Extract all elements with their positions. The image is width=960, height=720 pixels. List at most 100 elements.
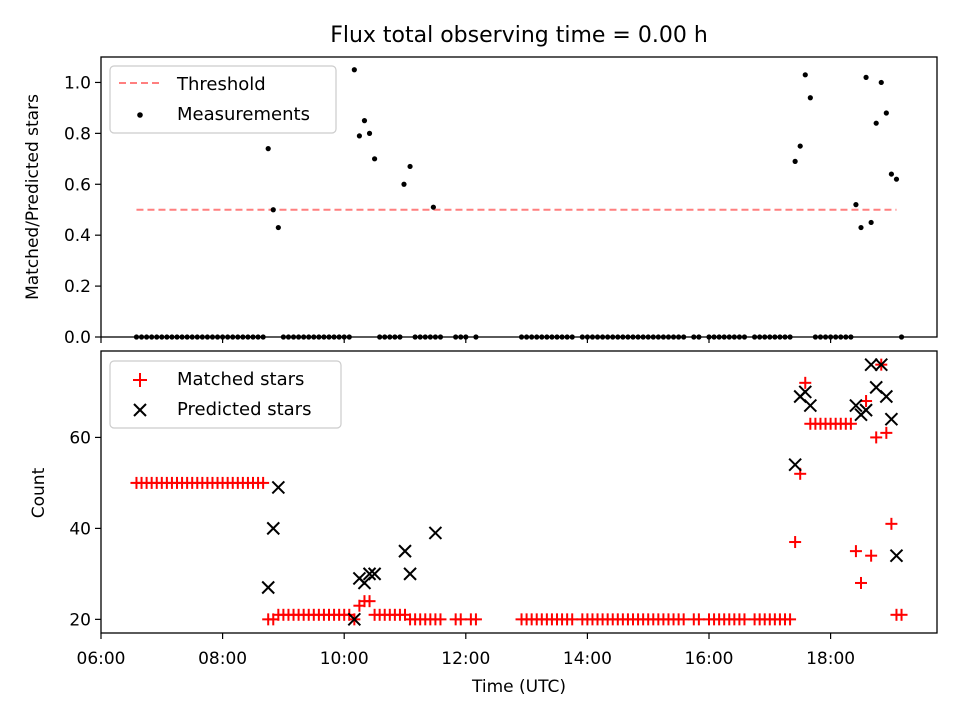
- measurement-point: [270, 207, 276, 213]
- measurement-point: [858, 224, 864, 231]
- count-panel: 20 40 60 06:00 08:00 10:00 12:00 14:00 16:00 18:…: [29, 337, 938, 697]
- measurement-point: [863, 74, 869, 80]
- threshold-legend-label: Threshold: [176, 74, 266, 95]
- predicted-legend-label: Predicted stars: [177, 399, 311, 420]
- ratio-y-axis-label: Matched/Predicted stars: [23, 94, 43, 300]
- x-tick-label: 14:00: [563, 649, 612, 669]
- x-tick-label: 06:00: [77, 649, 126, 669]
- measurement-point: [868, 219, 874, 226]
- y-tick-label: 0.2: [64, 277, 91, 297]
- predicted-point: [874, 357, 888, 372]
- matched-point: [844, 417, 857, 430]
- x-tick-label: 10:00: [320, 649, 369, 669]
- matched-point: [257, 476, 270, 489]
- measurement-point: [878, 79, 884, 86]
- y-tick-label: 60: [69, 428, 91, 448]
- y-tick-label: 0.8: [64, 124, 91, 144]
- matched-point: [469, 613, 482, 626]
- matched-point: [454, 613, 467, 626]
- y-tick-label: 1.0: [64, 73, 91, 93]
- matched-point: [677, 613, 690, 626]
- ratio-plot-frame: [100, 56, 938, 338]
- matched-point: [363, 595, 376, 608]
- matched-point: [880, 426, 893, 439]
- matched-point: [860, 395, 873, 408]
- x-tick-label: 12:00: [441, 649, 490, 669]
- measurement-point: [888, 171, 895, 177]
- x-tick-label: 08:00: [198, 649, 247, 669]
- predicted-point: [403, 567, 417, 581]
- count-y-axis-label: Count: [29, 467, 49, 518]
- measurement-point: [275, 224, 281, 231]
- matched-point: [849, 545, 862, 558]
- matched-point: [784, 613, 797, 626]
- measurement-point: [372, 156, 378, 162]
- y-tick-label: 0.0: [64, 328, 91, 348]
- x-tick-label: 18:00: [806, 649, 855, 669]
- predicted-point: [788, 458, 802, 472]
- time-x-axis: 06:00 08:00 10:00 12:00 14:00 16:00 18:00: [77, 337, 855, 669]
- figure-title: Flux total observing time = 0.00 h: [330, 23, 708, 48]
- y-tick-label: 0.6: [64, 175, 91, 195]
- measurements-legend-swatch: [137, 112, 143, 118]
- matched-point: [738, 613, 751, 626]
- count-plot-frame: [100, 350, 938, 634]
- measurement-point: [351, 67, 357, 73]
- predicted-point: [266, 521, 280, 536]
- ratio-y-axis: 0.0 0.2 0.4 0.6 0.8 1.0: [64, 73, 101, 348]
- predicted-point: [367, 567, 382, 581]
- predicted-point: [879, 389, 894, 404]
- measurement-point: [883, 110, 889, 116]
- measurement-point: [797, 143, 803, 149]
- matched-point: [434, 613, 447, 626]
- matched-point: [870, 431, 883, 444]
- predicted-point: [347, 612, 362, 627]
- time-x-axis-label: Time (UTC): [471, 677, 566, 697]
- predicted-legend-swatch: [133, 403, 147, 417]
- predicted-point: [271, 480, 286, 495]
- matched-point: [566, 613, 579, 626]
- measurement-point: [802, 72, 808, 78]
- predicted-point: [428, 526, 443, 540]
- count-y-axis: 20 40 60: [69, 428, 101, 630]
- ratio-legend-box: [109, 65, 337, 134]
- predicted-point: [803, 398, 818, 413]
- measurement-point: [430, 204, 436, 210]
- predicted-point: [864, 357, 878, 372]
- measurement-point: [853, 202, 859, 208]
- y-tick-label: 20: [69, 610, 91, 630]
- measurement-point: [807, 95, 813, 101]
- measurement-point: [873, 120, 879, 126]
- matched-point: [799, 376, 812, 389]
- matched-point: [885, 517, 898, 530]
- measurement-point: [361, 118, 368, 124]
- matched-point: [789, 536, 802, 549]
- matched-point: [855, 576, 867, 589]
- count-legend-box: [109, 360, 342, 429]
- matched-legend-label: Matched stars: [177, 369, 304, 390]
- count-legend: Matched stars Predicted stars: [109, 360, 342, 429]
- measurement-point: [401, 181, 407, 187]
- predicted-point: [889, 548, 904, 563]
- count-marks: [130, 357, 908, 627]
- measurement-point: [265, 146, 271, 152]
- measurements-legend-label: Measurements: [177, 104, 310, 125]
- y-tick-label: 40: [69, 519, 91, 539]
- x-tick-label: 16:00: [685, 649, 734, 669]
- measurement-point: [366, 130, 373, 136]
- measurement-point: [356, 133, 362, 139]
- predicted-point: [798, 385, 812, 399]
- matched-legend-swatch: [133, 373, 147, 387]
- measurement-point: [407, 163, 413, 170]
- predicted-point: [884, 412, 899, 426]
- ratio-legend: Threshold Measurements: [109, 65, 337, 134]
- predicted-point: [398, 544, 412, 558]
- y-tick-label: 0.4: [64, 226, 91, 246]
- predicted-point: [362, 567, 377, 581]
- measurement-point: [792, 158, 798, 164]
- matched-point: [692, 613, 705, 626]
- matched-point: [865, 549, 878, 562]
- predicted-point: [261, 580, 275, 595]
- predicted-point: [849, 398, 863, 413]
